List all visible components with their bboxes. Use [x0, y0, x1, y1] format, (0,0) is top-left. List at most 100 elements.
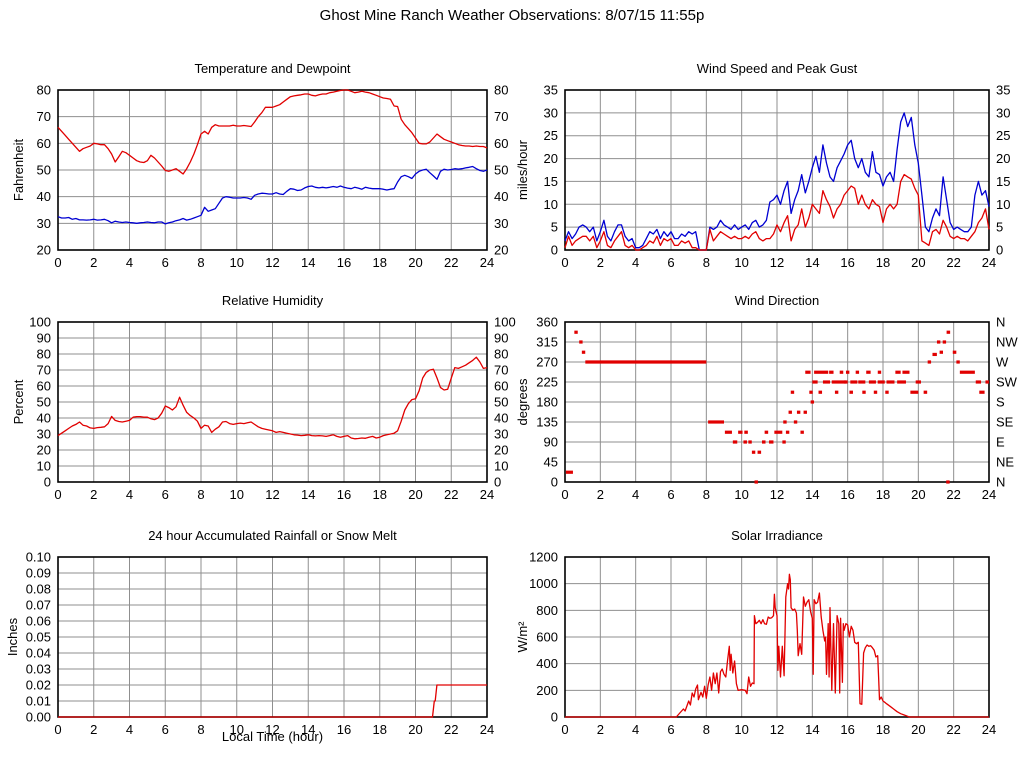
svg-text:90: 90	[544, 435, 558, 450]
svg-text:22: 22	[946, 722, 960, 737]
svg-text:2: 2	[597, 722, 604, 737]
svg-text:6: 6	[162, 255, 169, 270]
svg-text:0.01: 0.01	[26, 694, 51, 709]
svg-text:4: 4	[126, 255, 133, 270]
svg-text:15: 15	[544, 174, 558, 189]
svg-text:15: 15	[996, 174, 1010, 189]
svg-text:0: 0	[561, 487, 568, 502]
svg-text:8: 8	[703, 255, 710, 270]
svg-text:18: 18	[876, 487, 890, 502]
svg-text:100: 100	[494, 315, 516, 330]
svg-text:50: 50	[494, 163, 508, 178]
svg-text:60: 60	[37, 379, 51, 394]
svg-text:100: 100	[29, 315, 51, 330]
svg-text:0: 0	[551, 475, 558, 490]
svg-text:16: 16	[840, 722, 854, 737]
svg-text:0: 0	[561, 722, 568, 737]
local-time-x-axis-label: Local Time (hour)	[221, 729, 324, 744]
svg-text:270: 270	[536, 355, 558, 370]
svg-text:30: 30	[37, 216, 51, 231]
svg-text:0.02: 0.02	[26, 678, 51, 693]
humidity-y-axis-label: Percent	[11, 379, 26, 425]
svg-text:14: 14	[301, 255, 315, 270]
svg-text:135: 135	[536, 415, 558, 430]
svg-text:22: 22	[444, 255, 458, 270]
svg-text:20: 20	[494, 443, 508, 458]
svg-text:6: 6	[162, 487, 169, 502]
svg-text:6: 6	[667, 722, 674, 737]
svg-text:30: 30	[37, 427, 51, 442]
svg-text:8: 8	[703, 487, 710, 502]
svg-text:12: 12	[770, 487, 784, 502]
svg-text:2: 2	[90, 487, 97, 502]
svg-text:80: 80	[494, 347, 508, 362]
svg-text:800: 800	[536, 603, 558, 618]
wind-direction-y-axis-label: degrees	[515, 378, 530, 426]
svg-text:14: 14	[805, 255, 819, 270]
svg-text:24: 24	[480, 487, 494, 502]
svg-text:12: 12	[770, 722, 784, 737]
svg-text:14: 14	[805, 487, 819, 502]
svg-text:20: 20	[37, 443, 51, 458]
svg-text:10: 10	[734, 722, 748, 737]
svg-text:600: 600	[536, 630, 558, 645]
svg-text:60: 60	[37, 136, 51, 151]
svg-text:1000: 1000	[529, 576, 558, 591]
svg-text:0.06: 0.06	[26, 614, 51, 629]
svg-text:0: 0	[551, 243, 558, 258]
svg-text:80: 80	[37, 83, 51, 98]
svg-text:10: 10	[230, 255, 244, 270]
svg-text:0: 0	[996, 243, 1003, 258]
svg-text:0: 0	[494, 475, 501, 490]
svg-text:16: 16	[337, 487, 351, 502]
svg-text:40: 40	[37, 411, 51, 426]
svg-text:70: 70	[494, 109, 508, 124]
svg-text:24: 24	[982, 255, 996, 270]
svg-text:6: 6	[667, 255, 674, 270]
svg-text:0: 0	[551, 710, 558, 725]
svg-text:400: 400	[536, 656, 558, 671]
svg-text:0.10: 0.10	[26, 550, 51, 565]
svg-text:35: 35	[996, 83, 1010, 98]
svg-text:0: 0	[561, 255, 568, 270]
svg-text:10: 10	[37, 459, 51, 474]
svg-text:360: 360	[536, 315, 558, 330]
svg-text:24: 24	[480, 255, 494, 270]
svg-text:0: 0	[54, 487, 61, 502]
svg-text:40: 40	[494, 411, 508, 426]
svg-text:45: 45	[544, 455, 558, 470]
svg-text:20: 20	[494, 243, 508, 258]
svg-text:0.08: 0.08	[26, 582, 51, 597]
svg-text:20: 20	[911, 255, 925, 270]
svg-text:0.05: 0.05	[26, 630, 51, 645]
svg-text:80: 80	[37, 347, 51, 362]
wind-direction-title: Wind Direction	[734, 293, 820, 308]
svg-text:30: 30	[996, 105, 1010, 120]
svg-text:25: 25	[996, 128, 1010, 143]
svg-text:N: N	[996, 315, 1005, 330]
svg-text:2: 2	[597, 487, 604, 502]
svg-text:225: 225	[536, 375, 558, 390]
svg-text:40: 40	[37, 189, 51, 204]
svg-text:4: 4	[632, 722, 639, 737]
wind-speed-gust-title: Wind Speed and Peak Gust	[696, 61, 858, 76]
relative-humidity-title: Relative Humidity	[221, 293, 324, 308]
svg-text:4: 4	[632, 487, 639, 502]
svg-text:200: 200	[536, 683, 558, 698]
svg-text:22: 22	[946, 487, 960, 502]
page-title: Ghost Mine Ranch Weather Observations: 8…	[319, 7, 705, 24]
svg-text:SW: SW	[996, 375, 1018, 390]
svg-text:20: 20	[408, 255, 422, 270]
svg-text:4: 4	[126, 487, 133, 502]
svg-text:2: 2	[90, 255, 97, 270]
svg-text:70: 70	[37, 363, 51, 378]
svg-text:22: 22	[444, 487, 458, 502]
svg-text:10: 10	[544, 197, 558, 212]
svg-text:E: E	[996, 435, 1005, 450]
svg-text:20: 20	[408, 487, 422, 502]
svg-text:18: 18	[876, 722, 890, 737]
svg-text:10: 10	[996, 197, 1010, 212]
